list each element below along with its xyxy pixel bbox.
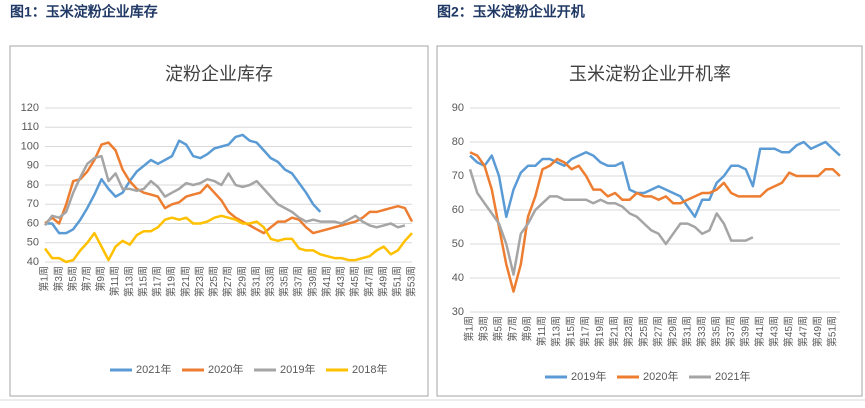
legend-label: 2020年 bbox=[643, 369, 678, 383]
x-tick-label: 第13周 bbox=[122, 266, 135, 297]
y-tick-label: 70 bbox=[27, 198, 39, 210]
x-tick-label: 第3周 bbox=[477, 316, 490, 342]
x-tick-label: 第17周 bbox=[579, 316, 592, 347]
x-tick-label: 第3周 bbox=[52, 266, 65, 292]
legend-label: 2018年 bbox=[352, 362, 387, 376]
y-tick-label: 80 bbox=[27, 179, 39, 191]
chart-title: 玉米淀粉企业开机率 bbox=[569, 64, 731, 84]
y-tick-label: 40 bbox=[27, 256, 39, 268]
series-line bbox=[468, 168, 754, 276]
x-tick-label: 第37周 bbox=[724, 316, 737, 347]
x-tick-label: 第11周 bbox=[535, 316, 548, 346]
figure-caption: 图2：玉米淀粉企业开机 bbox=[437, 4, 585, 20]
series-line bbox=[45, 133, 322, 235]
x-tick-label: 第9周 bbox=[521, 316, 534, 342]
series-line bbox=[469, 151, 841, 293]
x-tick-label: 第53周 bbox=[405, 266, 418, 297]
legend-label: 2021年 bbox=[136, 362, 171, 376]
legend-label: 2020年 bbox=[208, 362, 243, 376]
x-tick-label: 第49周 bbox=[376, 266, 389, 297]
y-tick-label: 50 bbox=[27, 237, 39, 249]
x-tick-label: 第31周 bbox=[249, 266, 262, 297]
x-tick-label: 第5周 bbox=[66, 266, 79, 292]
y-tick-label: 30 bbox=[452, 306, 464, 318]
x-tick-label: 第23周 bbox=[622, 316, 635, 347]
x-tick-label: 第43周 bbox=[334, 266, 347, 297]
x-tick-label: 第27周 bbox=[651, 316, 664, 347]
figure-caption: 图1：玉米淀粉企业库存 bbox=[10, 4, 158, 20]
y-tick-label: 90 bbox=[452, 102, 464, 114]
legend-label: 2021年 bbox=[715, 369, 750, 383]
y-tick-label: 50 bbox=[452, 238, 464, 250]
x-tick-label: 第29周 bbox=[235, 266, 248, 297]
x-tick-label: 第43周 bbox=[767, 316, 780, 347]
x-tick-label: 第29周 bbox=[666, 316, 679, 347]
y-tick-label: 40 bbox=[452, 272, 464, 284]
x-tick-label: 第7周 bbox=[506, 316, 519, 342]
x-tick-label: 第45周 bbox=[782, 316, 795, 347]
x-tick-label: 第7周 bbox=[80, 266, 93, 292]
series-line bbox=[44, 141, 414, 235]
chart-frame bbox=[436, 45, 863, 397]
y-tick-label: 120 bbox=[21, 102, 39, 114]
y-tick-label: 60 bbox=[452, 204, 464, 216]
x-tick-label: 第25周 bbox=[207, 266, 220, 297]
series-line bbox=[469, 140, 841, 219]
x-tick-label: 第27周 bbox=[221, 266, 234, 297]
x-tick-label: 第41周 bbox=[753, 316, 766, 347]
x-tick-label: 第25周 bbox=[637, 316, 650, 347]
y-tick-label: 70 bbox=[452, 170, 464, 182]
series-line bbox=[43, 214, 413, 264]
x-tick-label: 第47周 bbox=[362, 266, 375, 297]
legend-label: 2019年 bbox=[280, 362, 315, 376]
y-tick-label: 80 bbox=[452, 136, 464, 148]
x-tick-label: 第13周 bbox=[550, 316, 563, 347]
x-tick-label: 第17周 bbox=[151, 266, 164, 297]
y-tick-label: 60 bbox=[27, 217, 39, 229]
x-tick-label: 第33周 bbox=[695, 316, 708, 347]
x-tick-label: 第1周 bbox=[463, 316, 476, 342]
x-tick-label: 第15周 bbox=[136, 266, 149, 297]
x-tick-label: 第37周 bbox=[292, 266, 305, 297]
x-tick-label: 第47周 bbox=[796, 316, 809, 347]
x-tick-label: 第23周 bbox=[193, 266, 206, 297]
chart-title: 淀粉企业库存 bbox=[165, 64, 273, 84]
x-tick-label: 第9周 bbox=[94, 266, 107, 292]
x-tick-label: 第31周 bbox=[680, 316, 693, 347]
x-tick-label: 第19周 bbox=[165, 266, 178, 297]
x-tick-label: 第19周 bbox=[593, 316, 606, 347]
x-tick-label: 第35周 bbox=[709, 316, 722, 347]
legend-label: 2019年 bbox=[571, 369, 606, 383]
x-tick-label: 第33周 bbox=[263, 266, 276, 297]
x-tick-label: 第39周 bbox=[738, 316, 751, 347]
x-tick-label: 第1周 bbox=[38, 266, 51, 292]
x-tick-label: 第15周 bbox=[564, 316, 577, 347]
x-tick-label: 第51周 bbox=[391, 266, 404, 297]
x-tick-label: 第49周 bbox=[811, 316, 824, 347]
x-tick-label: 第35周 bbox=[278, 266, 291, 297]
x-tick-label: 第51周 bbox=[825, 316, 838, 347]
x-tick-label: 第39周 bbox=[306, 266, 319, 297]
x-tick-label: 第41周 bbox=[320, 266, 333, 297]
series-line bbox=[43, 154, 406, 229]
x-tick-label: 第21周 bbox=[179, 266, 192, 297]
x-tick-label: 第11周 bbox=[108, 266, 121, 296]
chart-frame bbox=[9, 45, 429, 397]
x-tick-label: 第21周 bbox=[608, 316, 621, 347]
y-tick-label: 110 bbox=[21, 121, 39, 133]
y-tick-label: 100 bbox=[21, 140, 39, 152]
y-tick-label: 90 bbox=[27, 160, 39, 172]
x-tick-label: 第5周 bbox=[492, 316, 505, 342]
x-tick-label: 第45周 bbox=[348, 266, 361, 297]
